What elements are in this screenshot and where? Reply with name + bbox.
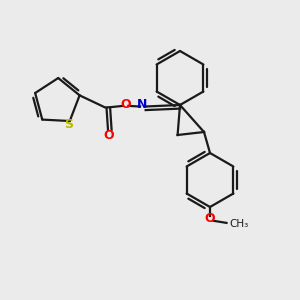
Text: O: O <box>205 212 215 225</box>
Text: S: S <box>64 118 73 131</box>
Text: O: O <box>121 98 131 111</box>
Text: O: O <box>103 129 114 142</box>
Text: CH₃: CH₃ <box>230 219 249 230</box>
Text: N: N <box>136 98 147 112</box>
